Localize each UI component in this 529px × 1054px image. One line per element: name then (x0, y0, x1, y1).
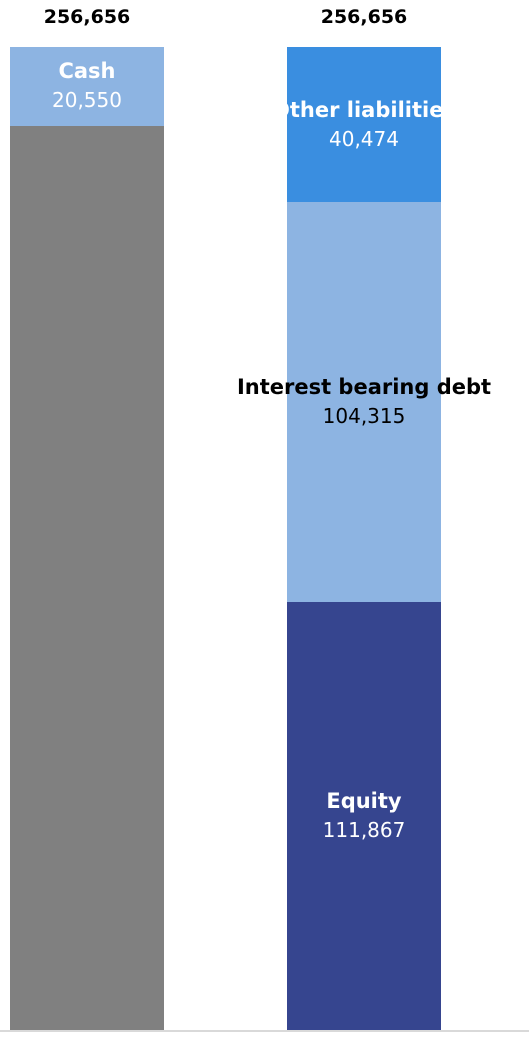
bar-segment: Interest bearing debt 104,315 (237, 202, 491, 602)
bar-segment: Cash 20,550 (10, 47, 164, 126)
segment-name: Cash (58, 59, 116, 84)
bar-segment: Equity 111,867 (287, 601, 441, 1030)
total-label: 256,656 (320, 6, 408, 28)
segment-value: 104,315 (322, 403, 406, 428)
segment-value: 111,867 (322, 817, 406, 842)
bar-segment (10, 125, 164, 1030)
total-label: 256,656 (43, 6, 131, 28)
segment-value: 40,474 (329, 126, 399, 151)
bar-segment: Other liabilities 40,474 (272, 47, 456, 203)
segment-name: Equity (326, 788, 402, 813)
segment-name: Interest bearing debt (236, 374, 492, 399)
baseline (0, 1030, 529, 1032)
segment-value: 20,550 (52, 88, 122, 113)
segment-name: Other liabilities (272, 97, 456, 122)
